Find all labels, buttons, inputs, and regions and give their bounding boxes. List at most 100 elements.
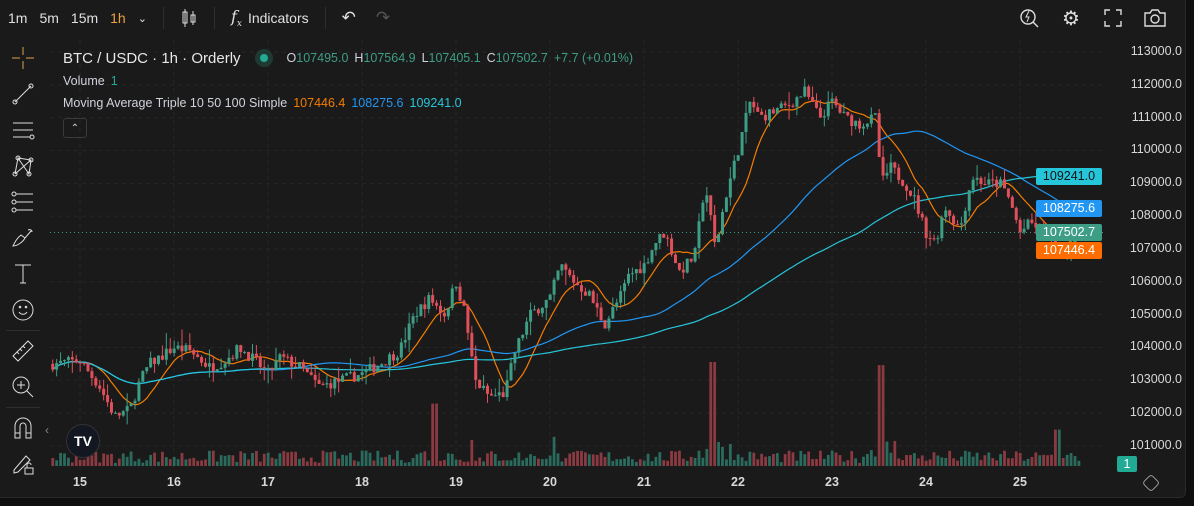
price-axis-label: 107000.0 xyxy=(1129,240,1182,255)
timeframe-15m[interactable]: 15m xyxy=(70,10,99,26)
volume-bar xyxy=(838,455,842,466)
volume-bar xyxy=(799,450,803,466)
collapse-legend-button[interactable]: ⌃ xyxy=(63,118,87,138)
candle-body xyxy=(372,364,376,373)
volume-bar xyxy=(960,456,963,466)
volume-bar xyxy=(764,456,767,466)
volume-bar xyxy=(392,459,395,466)
candle-body xyxy=(952,215,956,225)
candle-body xyxy=(219,367,223,370)
volume-bar xyxy=(407,462,411,466)
candle-body xyxy=(799,96,803,98)
candle-body xyxy=(744,112,748,133)
volume-bar xyxy=(795,460,799,466)
timeframe-dropdown-chevron-icon[interactable]: ⌄ xyxy=(137,12,147,25)
text-tool-icon[interactable] xyxy=(0,256,46,292)
volume-bar xyxy=(208,450,211,466)
volume-bar xyxy=(176,459,180,466)
volume-bar xyxy=(145,460,149,466)
candle-body xyxy=(450,288,454,309)
tradingview-logo[interactable]: TV xyxy=(66,424,100,458)
candle-body xyxy=(670,238,674,255)
volume-bar xyxy=(975,452,979,466)
candle-body xyxy=(928,238,932,240)
volume-bar xyxy=(748,451,752,466)
volume-bar xyxy=(270,457,274,466)
time-axis-label: 25 xyxy=(1013,475,1027,489)
emoji-icon[interactable] xyxy=(0,292,46,328)
ma-indicator-label[interactable]: Moving Average Triple 10 50 100 Simple xyxy=(63,96,288,110)
volume-bar xyxy=(509,460,513,466)
redo-button[interactable]: ↷ xyxy=(375,8,391,27)
candle-body xyxy=(153,357,157,364)
chart-legend: BTC / USDC · 1h · Orderly O107495.0 H107… xyxy=(63,46,633,138)
volume-bar xyxy=(885,441,889,466)
volume-bar xyxy=(372,460,376,466)
candle-body xyxy=(517,338,521,353)
pattern-icon[interactable] xyxy=(0,148,46,184)
ruler-measure-icon[interactable] xyxy=(0,333,46,369)
volume-bar xyxy=(525,457,529,466)
ma10-price-tag: 107446.4 xyxy=(1036,242,1102,259)
divider xyxy=(6,407,40,408)
volume-bar xyxy=(967,451,971,466)
zoom-in-icon[interactable] xyxy=(0,369,46,405)
indicators-button[interactable]: fx Indicators xyxy=(225,7,315,29)
volume-bar xyxy=(728,443,732,466)
collapse-toolbar-chevron-icon[interactable]: ‹ xyxy=(45,423,49,437)
candle-body xyxy=(908,190,912,196)
crosshair-icon[interactable] xyxy=(0,40,46,76)
divider xyxy=(162,7,164,29)
candle-body xyxy=(767,109,771,121)
magnet-icon[interactable] xyxy=(0,410,46,446)
candle-body xyxy=(125,406,129,412)
candle-body xyxy=(783,103,787,106)
candle-body xyxy=(564,264,568,270)
volume-bar xyxy=(282,451,286,466)
candle-body xyxy=(360,372,364,376)
timeframe-1h[interactable]: 1h xyxy=(110,10,126,26)
undo-button[interactable]: ↶ xyxy=(341,8,356,27)
volume-bar xyxy=(783,454,787,466)
time-axis-label: 21 xyxy=(637,475,651,489)
candle-body xyxy=(771,109,775,114)
candles-chart-type-button[interactable] xyxy=(174,8,204,28)
trend-line-icon[interactable] xyxy=(0,76,46,112)
function-fx-icon: fx xyxy=(230,6,242,30)
settings-gear-icon[interactable]: ⚙ xyxy=(1062,7,1080,30)
volume-bar xyxy=(540,459,544,466)
camera-screenshot-icon[interactable] xyxy=(1142,6,1168,30)
brush-icon[interactable] xyxy=(0,220,46,256)
quick-search-icon[interactable] xyxy=(1016,6,1042,30)
candle-body xyxy=(278,354,282,361)
volume-bar xyxy=(443,459,446,466)
volume-bar xyxy=(196,460,200,466)
volume-bar xyxy=(157,461,160,466)
volume-bar xyxy=(873,456,877,466)
candle-body xyxy=(525,321,529,335)
lock-drawings-icon[interactable] xyxy=(0,446,46,482)
candle-body xyxy=(493,395,497,397)
volume-indicator-label[interactable]: Volume xyxy=(63,74,105,88)
candle-body xyxy=(321,383,325,385)
volume-bar xyxy=(693,458,697,466)
candle-body xyxy=(113,412,117,414)
candle-body xyxy=(192,350,196,355)
timeframe-1m[interactable]: 1m xyxy=(8,10,28,26)
volume-bar xyxy=(466,461,470,466)
volume-bar xyxy=(239,451,243,466)
fullscreen-icon[interactable] xyxy=(1100,6,1126,30)
time-axis-settings-icon[interactable] xyxy=(1141,473,1161,493)
candle-body xyxy=(474,356,478,380)
candle-body xyxy=(999,179,1003,187)
volume-bar xyxy=(266,452,270,466)
timeframe-5m[interactable]: 5m xyxy=(39,10,59,26)
candle-body xyxy=(713,215,717,243)
volume-value: 1 xyxy=(110,74,118,88)
fib-retracement-icon[interactable] xyxy=(0,184,46,220)
volume-bar xyxy=(497,460,501,466)
horizontal-lines-icon[interactable] xyxy=(0,112,46,148)
symbol-title[interactable]: BTC / USDC · 1h · Orderly xyxy=(63,49,241,67)
candle-body xyxy=(717,234,721,243)
volume-bar xyxy=(956,460,959,466)
